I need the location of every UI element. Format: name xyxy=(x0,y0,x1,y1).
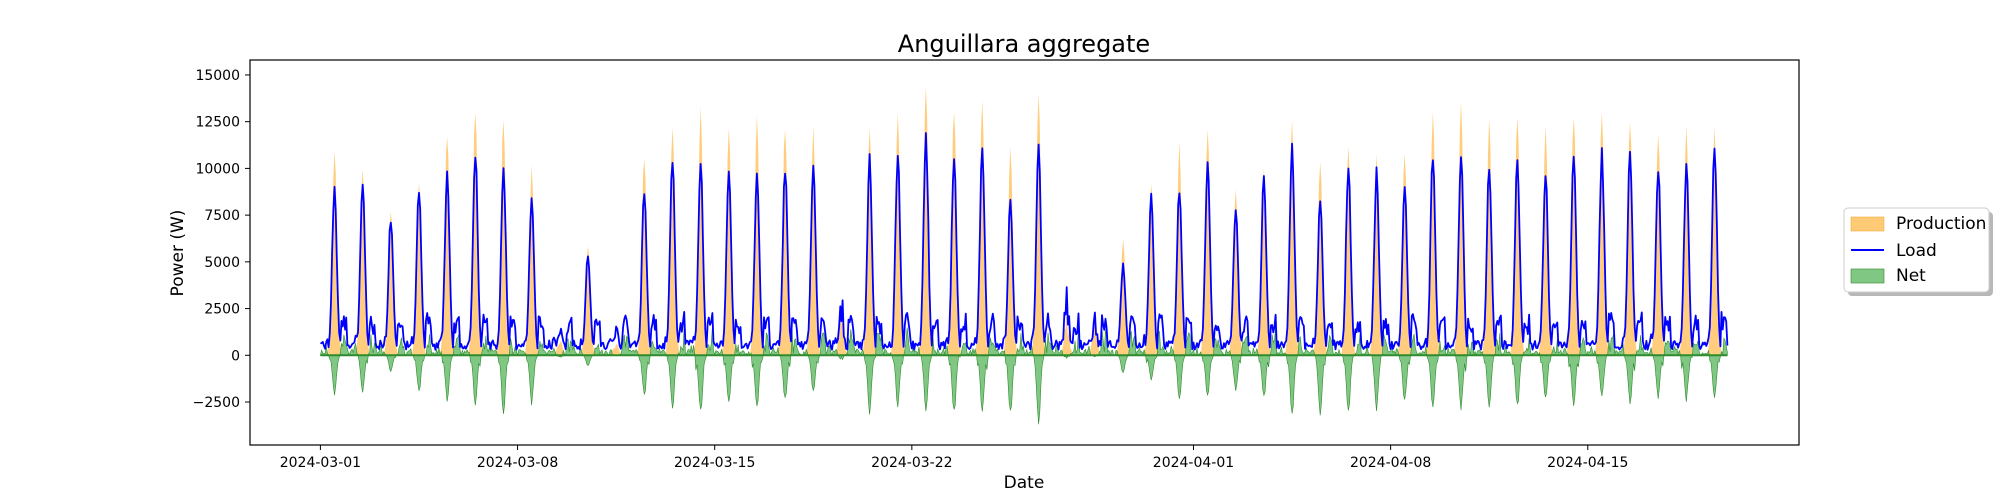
axis-ticks: −2500 0 2500 5000 7500 10000 12500 15000 2024-03… xyxy=(193,68,1629,471)
y-axis-label: Power (W) xyxy=(168,210,188,297)
plot-frame xyxy=(249,59,1800,446)
y-tick-label: 0 xyxy=(231,348,240,364)
x-tick-label: 2024-03-22 xyxy=(871,455,952,471)
y-tick-label: 10000 xyxy=(195,161,240,177)
series-load-line xyxy=(320,132,1729,351)
y-tick-label: 7500 xyxy=(204,208,240,224)
x-tick-label: 2024-04-08 xyxy=(1350,455,1431,471)
series-production-area xyxy=(320,86,1728,356)
y-tick-label: 2500 xyxy=(204,302,240,318)
series-layer xyxy=(320,86,1729,425)
legend-label-production: Production xyxy=(1896,214,1986,234)
plot-area xyxy=(320,86,1729,425)
y-tick-label: 15000 xyxy=(195,68,240,84)
y-tick-label: 12500 xyxy=(195,115,240,131)
y-tick-label: −2500 xyxy=(193,395,240,411)
legend-swatch-net xyxy=(1850,268,1885,284)
x-tick-label: 2024-04-15 xyxy=(1547,455,1628,471)
x-tick-label: 2024-03-01 xyxy=(280,455,361,471)
x-tick-label: 2024-04-01 xyxy=(1153,455,1234,471)
x-tick-label: 2024-03-15 xyxy=(674,455,755,471)
chart-title: Anguillara aggregate xyxy=(898,30,1150,58)
x-tick-label: 2024-03-08 xyxy=(477,455,558,471)
legend-label-net: Net xyxy=(1896,266,1926,286)
y-tick-label: 5000 xyxy=(204,255,240,271)
legend: Production Load Net xyxy=(1843,207,1993,296)
legend-swatch-production xyxy=(1850,216,1885,232)
x-axis-label: Date xyxy=(1004,473,1045,493)
legend-label-load: Load xyxy=(1896,241,1937,261)
